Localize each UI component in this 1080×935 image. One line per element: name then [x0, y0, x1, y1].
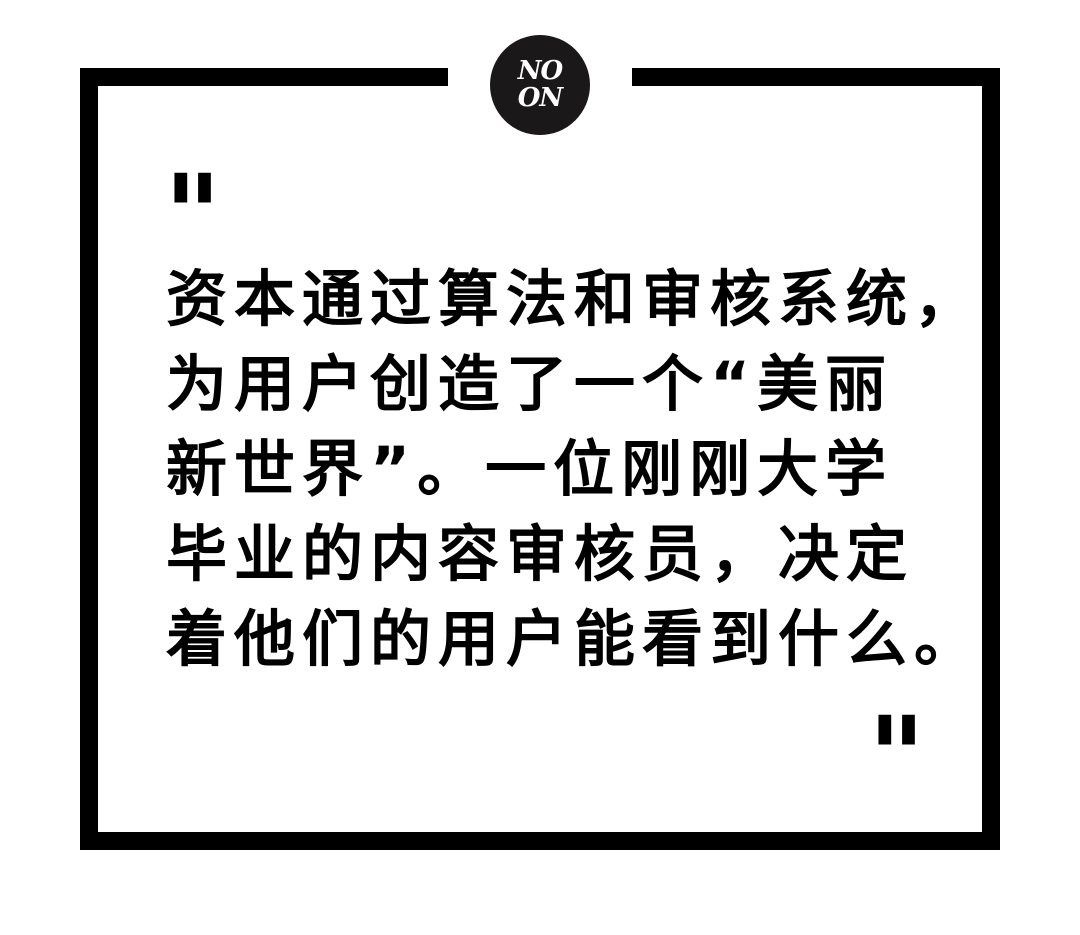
close-quote-mark: ": [868, 693, 926, 821]
quote-line-3: 新世界”。一位刚刚大学: [166, 434, 894, 505]
quote-line-2: 为用户创造了一个“美丽: [166, 349, 894, 420]
quote-line-5: 着他们的用户能看到什么。: [166, 604, 983, 675]
logo-line-1: NO: [517, 56, 563, 86]
quote-line-1: 资本通过算法和审核系统，: [166, 264, 983, 335]
open-quote-mark: ": [164, 151, 222, 279]
logo-line-2: ON: [517, 83, 563, 113]
quote-line-4: 毕业的内容审核员，决定: [166, 519, 915, 590]
quote-text: 资本通过算法和审核系统， 为用户创造了一个“美丽 新世界”。一位刚刚大学 毕业的…: [166, 257, 983, 682]
noon-logo: NO ON: [490, 35, 590, 135]
quote-frame: [80, 68, 1000, 850]
